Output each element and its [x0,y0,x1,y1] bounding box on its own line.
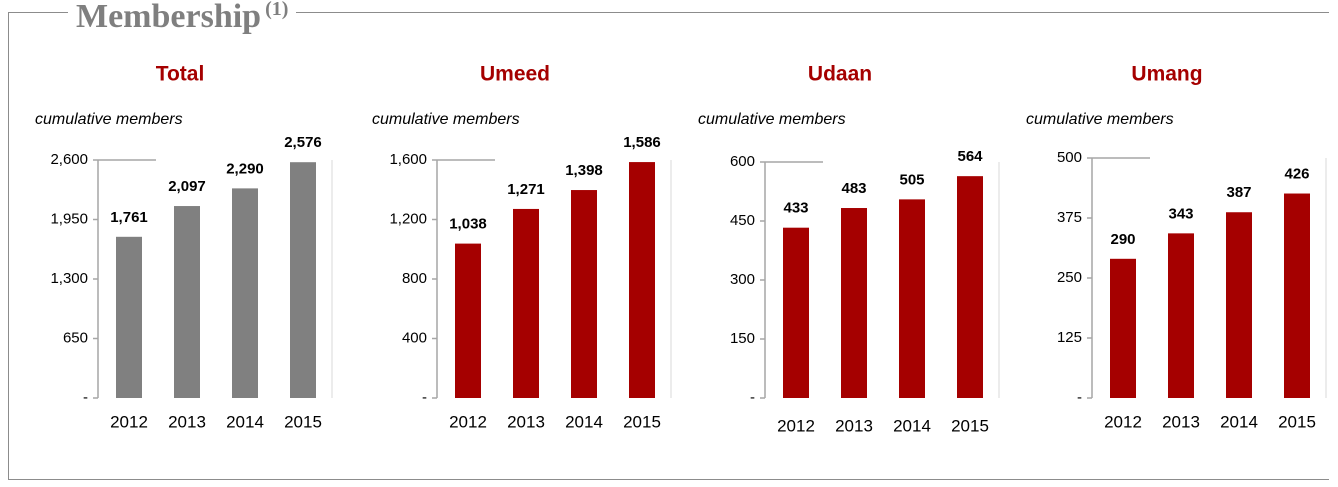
y-tick-label: 250 [1057,269,1082,286]
y-tick-label: 450 [730,212,755,229]
bar [629,162,655,398]
label-bg [618,132,666,153]
axis-subtitle: cumulative members [1026,111,1174,128]
value-label: 483 [841,180,866,197]
frame [8,12,1329,480]
label-bg [560,160,608,181]
x-tick-label: 2013 [168,412,206,431]
y-tick-label: 800 [402,270,427,287]
label-bg [1215,182,1263,203]
y-tick-label: 150 [730,330,755,347]
value-label: 2,290 [226,160,264,177]
value-label: 505 [899,171,924,188]
label-bg [502,178,550,199]
bar [1110,258,1136,398]
x-tick-label: 2015 [284,412,322,431]
axis-subtitle: cumulative members [372,111,520,128]
x-tick-label: 2014 [565,412,603,431]
bar [232,188,258,398]
title-text: Membership [76,0,262,35]
bar [841,208,867,398]
chart-title: Udaan [808,63,872,86]
value-label: 343 [1168,205,1193,222]
y-tick-label: - [83,389,88,406]
label-bg [444,213,492,234]
y-tick-label: - [1077,389,1082,406]
value-label: 1,271 [507,181,545,198]
chart-title: Umeed [480,63,550,86]
value-label: 387 [1226,184,1251,201]
y-tick-label: 1,950 [50,210,88,227]
title-note: (1) [265,0,289,20]
bar [455,243,481,398]
value-label: 433 [783,200,808,217]
value-label: 564 [957,148,983,165]
label-bg [888,169,936,190]
bar [957,176,983,398]
bar [1168,233,1194,398]
x-tick-label: 2013 [835,416,873,435]
x-tick-label: 2013 [1162,412,1200,431]
value-label: 290 [1110,231,1135,248]
label-bg [221,158,269,179]
y-tick-label: - [750,389,755,406]
value-label: 1,761 [110,209,148,226]
bar [899,199,925,398]
value-label: 1,586 [623,134,661,151]
y-tick-label: 125 [1057,329,1082,346]
bar [116,236,142,398]
y-tick-label: 400 [402,329,427,346]
y-tick-label: 375 [1057,209,1082,226]
y-tick-label: 1,300 [50,270,88,287]
label-bg [830,178,878,199]
value-label: 2,097 [168,178,206,195]
value-label: 426 [1284,165,1309,182]
y-tick-label: 2,600 [50,151,88,168]
bar [1284,193,1310,398]
value-label: 2,576 [284,134,322,151]
x-tick-label: 2012 [1104,412,1142,431]
label-bg [1273,163,1321,184]
x-tick-label: 2015 [1278,412,1316,431]
bar [513,208,539,398]
bar [1226,212,1252,398]
y-tick-label: 600 [730,153,755,170]
y-tick-label: - [422,389,427,406]
label-bg [1157,203,1205,224]
x-tick-label: 2012 [449,412,487,431]
x-tick-label: 2015 [623,412,661,431]
chart-title: Total [156,63,205,86]
y-tick-label: 1,200 [389,210,427,227]
axis-subtitle: cumulative members [35,111,183,128]
bar [783,227,809,398]
section-title: Membership (1) [68,0,297,35]
x-tick-label: 2012 [777,416,815,435]
bar [571,190,597,398]
x-tick-label: 2013 [507,412,545,431]
label-bg [279,132,327,153]
x-tick-label: 2015 [951,416,989,435]
x-tick-label: 2014 [893,416,931,435]
chart-title: Umang [1131,63,1202,86]
bar [290,162,316,398]
label-bg [105,206,153,227]
x-tick-label: 2014 [226,412,264,431]
label-bg [772,197,820,218]
x-tick-label: 2012 [110,412,148,431]
bar [174,206,200,398]
value-label: 1,398 [565,162,603,179]
value-label: 1,038 [449,216,487,233]
label-bg [1099,228,1147,249]
y-tick-label: 1,600 [389,151,427,168]
label-bg [163,176,211,197]
y-tick-label: 650 [63,329,88,346]
axis-subtitle: cumulative members [698,111,846,128]
y-tick-label: 500 [1057,149,1082,166]
y-tick-label: 300 [730,271,755,288]
label-bg [946,146,994,167]
x-tick-label: 2014 [1220,412,1258,431]
